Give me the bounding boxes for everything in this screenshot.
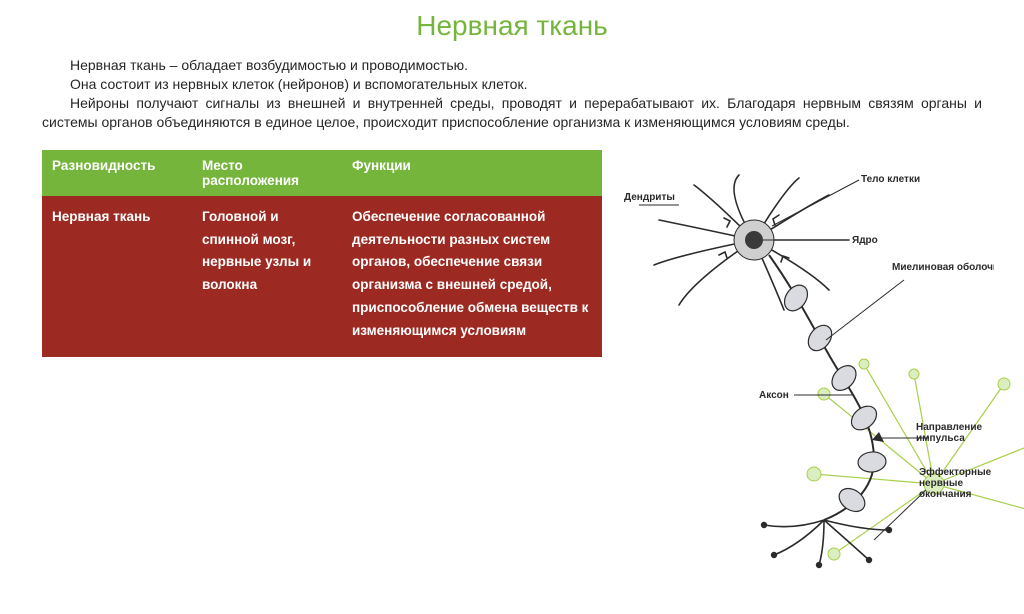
page-title: Нервная ткань [0, 0, 1024, 42]
col-functions: Функции [342, 150, 602, 196]
col-location: Место расположения [192, 150, 342, 196]
col-variety: Разновидность [42, 150, 192, 196]
paragraph: Нервная ткань – обладает возбудимостью и… [42, 56, 982, 75]
nucleus-icon [745, 231, 763, 249]
label-dendrites: Дендриты [624, 192, 675, 203]
cell-functions: Обеспечение согласованной деятельности р… [342, 196, 602, 358]
effector-endings-icon [762, 520, 892, 567]
table-row: Нервная ткань Головной и спинной мозг, н… [42, 196, 602, 358]
table-header-row: Разновидность Место расположения Функции [42, 150, 602, 196]
label-impulse: Направление импульса [916, 422, 985, 444]
diagram-labels: Дендриты Тело клетки Ядро Миелиновая обо… [624, 174, 994, 540]
label-effector: Эффекторные нервные окончания [919, 466, 994, 500]
label-nucleus: Ядро [852, 235, 878, 246]
cell-variety: Нервная ткань [42, 196, 192, 358]
axon-icon [769, 255, 874, 520]
myelin-sheath-icon [780, 281, 887, 516]
label-myelin: Миелиновая оболочка [892, 261, 994, 273]
paragraph: Нейроны получают сигналы из внешней и вн… [42, 94, 982, 132]
label-axon: Аксон [759, 390, 789, 401]
description-block: Нервная ткань – обладает возбудимостью и… [0, 42, 1024, 138]
label-body: Тело клетки [861, 174, 920, 185]
cell-location: Головной и спинной мозг, нервные узлы и … [192, 196, 342, 358]
paragraph: Она состоит из нервных клеток (нейронов)… [42, 75, 982, 94]
neuron-diagram: Дендриты Тело клетки Ядро Миелиновая обо… [624, 170, 994, 570]
tissue-table: Разновидность Место расположения Функции… [42, 150, 602, 358]
